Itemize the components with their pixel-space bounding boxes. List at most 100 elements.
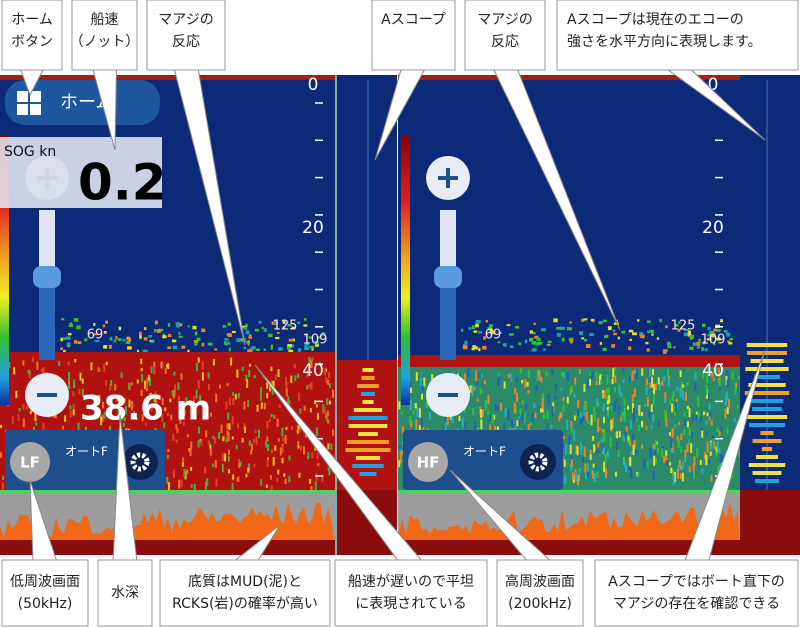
fish-echo [93,322,96,326]
seabed-echo [678,459,681,468]
seabed-echo [166,455,169,459]
seabed-echo [584,463,587,473]
seabed-echo [8,361,11,368]
seabed-echo [589,454,592,461]
fish-echo [720,319,724,323]
seabed-echo [653,455,656,466]
seabed-echo [62,425,65,430]
a-scope-echo [760,431,774,435]
fish-echo [66,336,71,340]
home-button[interactable] [5,80,160,125]
fish-echo [73,340,78,344]
seabed-echo [272,380,275,390]
seabed-echo [241,437,244,443]
seabed-echo [475,370,478,382]
fish-echo [553,318,558,323]
frequency-label: HF [417,454,440,472]
seabed-echo [284,478,287,484]
fish-echo [144,327,147,331]
seabed-echo [316,413,319,420]
seabed-echo [164,368,167,374]
seabed-echo [534,412,537,418]
seabed-echo [266,393,269,399]
seabed-echo [564,444,567,455]
fish-echo [158,328,164,332]
seabed-echo [570,459,573,468]
seabed-echo [178,479,181,489]
fish-echo [533,322,536,325]
fish-echo [631,332,637,336]
seabed-echo [521,415,524,422]
seabed-echo [296,429,299,434]
seabed-echo [608,387,611,398]
seabed-echo [42,423,45,430]
seabed-echo [602,402,605,412]
seabed-echo [15,390,18,399]
fish-echo [137,349,140,353]
callout-text: に表現されている [355,596,467,612]
a-scope-echo [747,351,787,355]
seabed-echo [633,440,636,449]
seabed-echo [721,367,724,371]
seabed-echo [173,389,176,398]
seabed-echo [409,382,412,387]
seabed-echo [290,426,293,430]
seabed-echo [34,413,37,422]
seabed-echo [266,459,269,468]
fish-echo [105,320,109,324]
seabed-echo [484,399,487,411]
seabed-echo [497,377,500,386]
fish-echo [666,341,671,346]
seabed-echo [700,426,703,430]
seabed-echo [710,420,713,426]
fish-echo [127,337,132,342]
seabed-echo [708,416,711,421]
seabed-echo [463,406,466,413]
fish-echo [115,336,118,340]
seabed-echo [1,482,4,491]
seabed-echo [592,435,595,441]
callout-box [464,0,546,71]
seabed-echo [536,373,539,382]
seabed-echo [645,386,648,395]
a-scope-echo [745,367,789,371]
seabed-echo [602,393,605,399]
fish-echo [102,324,106,328]
seabed-echo [150,404,153,412]
seabed-echo [72,391,75,397]
fish-echo [713,328,717,332]
seabed-echo [645,378,648,386]
seabed-echo [105,380,108,387]
seabed-echo [518,416,521,420]
seabed-echo [425,397,428,409]
seabed-echo [418,425,421,434]
a-scope-echo [749,423,785,427]
fish-echo [727,340,731,343]
a-scope-echo [358,432,378,436]
seabed-echo [97,395,100,404]
seabed-echo [218,431,221,439]
seabed-echo [519,408,522,416]
seabed-echo [518,414,521,425]
seabed-echo [694,371,697,381]
seabed-echo [458,416,461,422]
seabed-echo [604,453,607,462]
seabed-echo [236,369,239,378]
seabed-echo [328,466,331,476]
a-scope-echo [750,399,784,403]
seabed-echo [652,444,655,449]
callout-box [71,0,138,71]
fish-echo [581,318,585,322]
seabed-echo [676,386,679,392]
seabed-echo [516,377,519,383]
seabed-echo [236,477,239,482]
seabed-echo [546,410,549,420]
fish-echo [547,340,552,344]
seabed-echo [721,454,724,463]
seabed-echo [274,445,277,452]
seabed-echo [177,396,180,401]
seabed-echo [146,377,149,384]
seabed-echo [224,453,227,462]
seabed-echo [652,414,655,422]
seabed-echo [40,368,43,372]
